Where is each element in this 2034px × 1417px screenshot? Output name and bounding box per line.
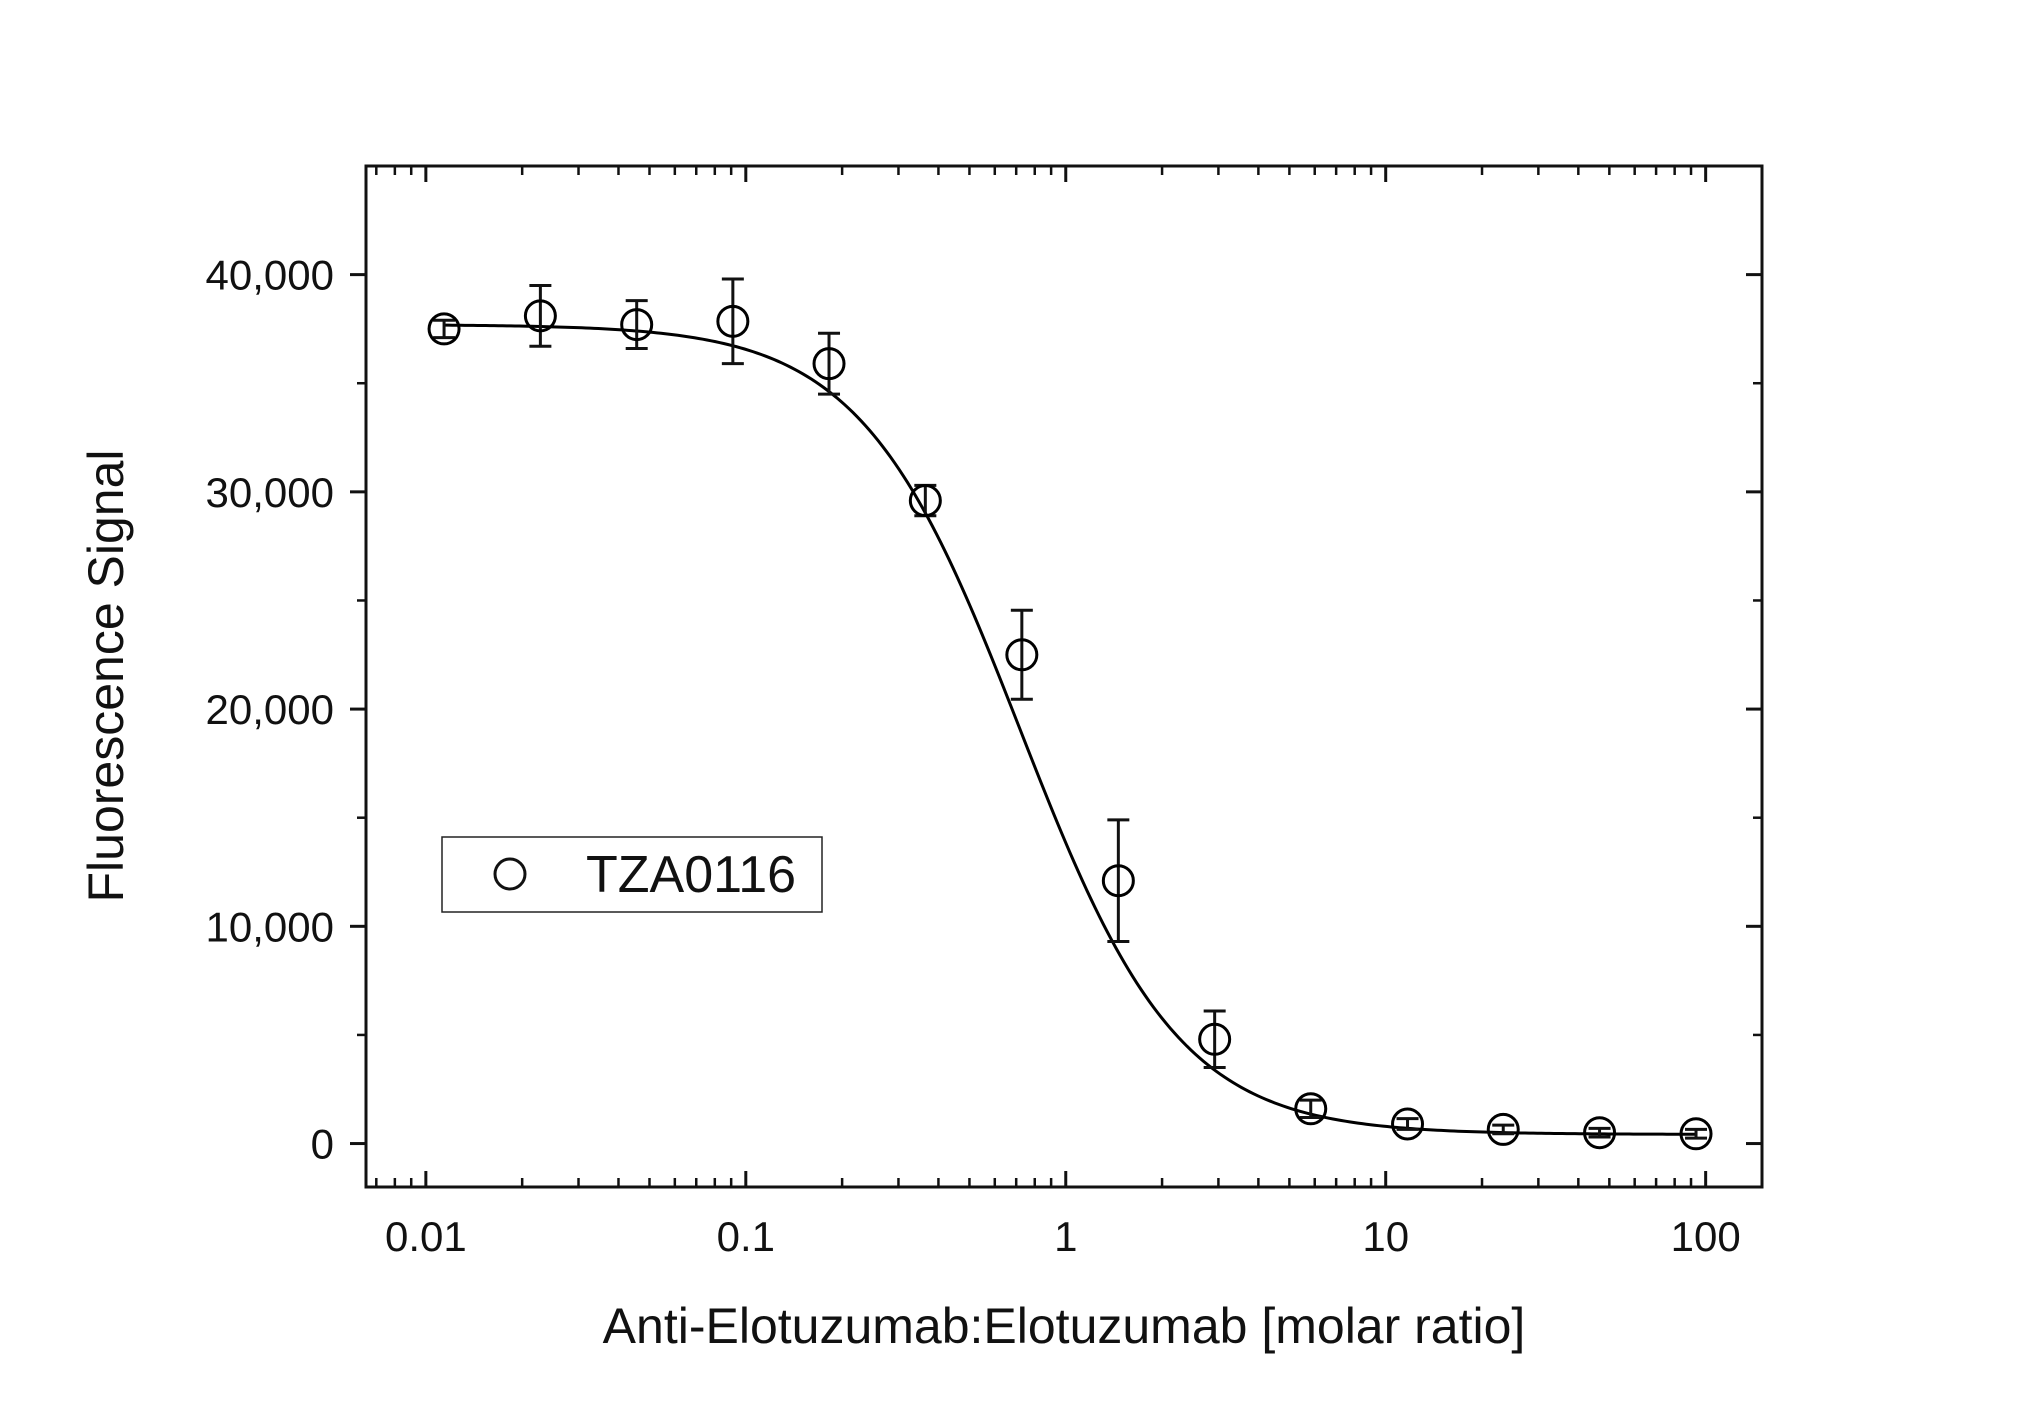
x-tick-label: 100 [1671, 1213, 1741, 1260]
y-tick-label: 20,000 [206, 686, 334, 733]
fit-curve [444, 323, 1697, 1136]
data-point [908, 483, 942, 518]
fit-curve-layer [444, 323, 1697, 1136]
plot-frame [364, 164, 1764, 1189]
point-marker [620, 308, 654, 342]
y-tick-label: 30,000 [206, 469, 334, 516]
point-marker [1583, 1116, 1617, 1150]
y-axis-title: Fluorescence Signal [78, 449, 134, 902]
data-point [812, 331, 846, 396]
data-point [1486, 1112, 1520, 1146]
data-point [427, 312, 461, 346]
point-marker [1101, 864, 1135, 898]
point-marker [1198, 1022, 1232, 1056]
data-point [1679, 1117, 1713, 1151]
point-marker [1391, 1107, 1425, 1141]
axis-ticks: 0.01 0.1 1 10 100 0 10,000 20,000 30,000 40,000 [206, 166, 1762, 1260]
point-marker [908, 484, 942, 518]
x-tick-label: 0.01 [385, 1213, 467, 1260]
x-tick-label: 0.1 [717, 1213, 775, 1260]
point-marker [1005, 638, 1039, 672]
data-point [620, 299, 654, 350]
y-tick-label: 40,000 [206, 252, 334, 299]
legend-label: TZA0116 [586, 846, 796, 904]
x-axis-title: Anti-Elotuzumab:Elotuzumab [molar ratio] [603, 1298, 1526, 1354]
y-tick-label: 0 [311, 1121, 334, 1168]
x-tick-label: 1 [1054, 1213, 1077, 1260]
data-point [1005, 608, 1039, 701]
data-point [1101, 818, 1135, 944]
point-marker [523, 299, 557, 333]
y-tick-label: 10,000 [206, 903, 334, 950]
data-point [1294, 1092, 1328, 1126]
x-tick-label: 10 [1362, 1213, 1409, 1260]
data-point [1391, 1107, 1425, 1141]
data-point [1198, 1009, 1232, 1070]
point-marker [427, 312, 461, 346]
point-marker [1486, 1112, 1520, 1146]
point-marker [716, 304, 750, 338]
data-point [523, 283, 557, 348]
data-point [716, 277, 750, 366]
point-marker [1679, 1117, 1713, 1151]
data-points [427, 277, 1713, 1151]
legend-marker-icon [493, 857, 527, 891]
data-point [1583, 1116, 1617, 1150]
point-marker [812, 347, 846, 381]
legend: TZA0116 [441, 836, 823, 913]
point-marker [1294, 1092, 1328, 1126]
